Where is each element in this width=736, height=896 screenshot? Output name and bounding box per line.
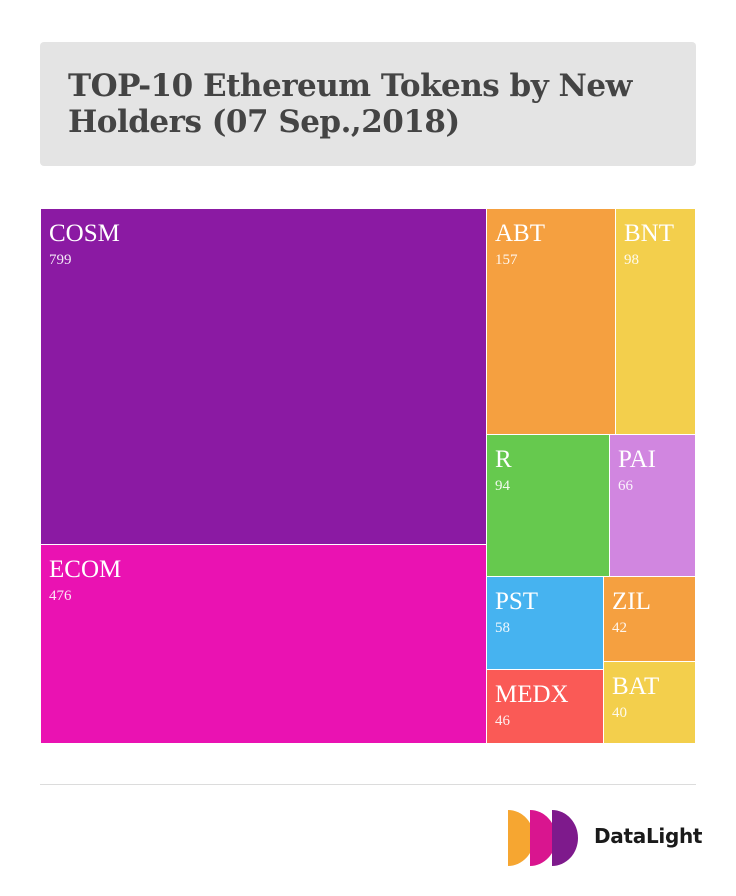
cell-label: BAT: [612, 673, 660, 700]
treemap-cell-pst[interactable]: PST 58: [486, 576, 604, 670]
treemap-cell-r[interactable]: R 94: [486, 434, 610, 577]
cell-label: ABT: [495, 220, 545, 247]
cell-value: 157: [495, 252, 518, 268]
treemap-cell-bnt[interactable]: BNT 98: [615, 208, 696, 435]
cell-value: 46: [495, 713, 510, 729]
footer-divider: [40, 784, 696, 785]
treemap-chart: COSM 799 ECOM 476 ABT 157 BNT 98 R 94 PA…: [40, 208, 696, 744]
treemap-cell-bat[interactable]: BAT 40: [603, 661, 696, 744]
brand-name: DataLight: [594, 824, 703, 848]
cell-label: ECOM: [49, 556, 122, 583]
cell-label: ZIL: [612, 588, 651, 615]
cell-value: 98: [624, 252, 639, 268]
datalight-logo: DataLight: [506, 808, 702, 868]
cell-value: 476: [49, 588, 72, 604]
treemap-cell-pai[interactable]: PAI 66: [609, 434, 696, 577]
cell-label: BNT: [624, 220, 674, 247]
cell-value: 799: [49, 252, 72, 268]
cell-label: PAI: [618, 446, 656, 473]
title-panel: TOP-10 Ethereum Tokens by New Holders (0…: [40, 42, 696, 166]
treemap-cell-zil[interactable]: ZIL 42: [603, 576, 696, 662]
chart-title: TOP-10 Ethereum Tokens by New Holders (0…: [68, 68, 632, 140]
cell-label: PST: [495, 588, 539, 615]
treemap-cell-medx[interactable]: MEDX 46: [486, 669, 604, 744]
cell-value: 40: [612, 705, 627, 721]
cell-value: 42: [612, 620, 627, 636]
datalight-logo-icon: [508, 810, 578, 866]
cell-label: MEDX: [495, 681, 569, 708]
cell-value: 58: [495, 620, 510, 636]
cell-label: COSM: [49, 220, 120, 247]
treemap-cell-ecom[interactable]: ECOM 476: [40, 544, 487, 744]
cell-value: 94: [495, 478, 510, 494]
cell-label: R: [495, 446, 512, 473]
treemap-cell-abt[interactable]: ABT 157: [486, 208, 616, 435]
treemap-cell-cosm[interactable]: COSM 799: [40, 208, 487, 545]
cell-value: 66: [618, 478, 633, 494]
